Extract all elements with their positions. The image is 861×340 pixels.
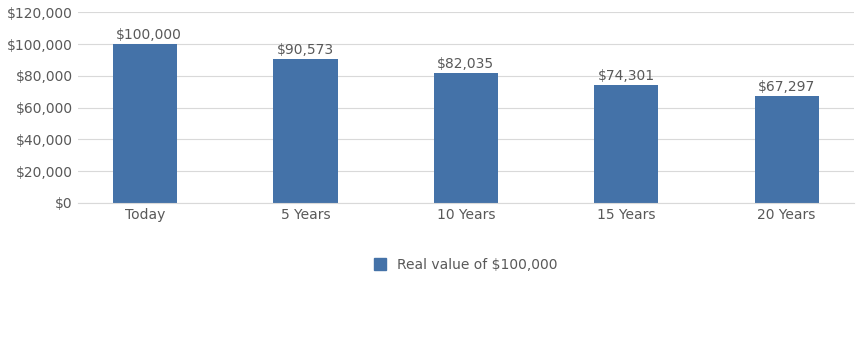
- Bar: [113, 44, 177, 203]
- Bar: [274, 59, 338, 203]
- Text: $90,573: $90,573: [276, 43, 334, 57]
- Text: $67,297: $67,297: [758, 80, 815, 94]
- Bar: [754, 96, 819, 203]
- Text: $82,035: $82,035: [437, 57, 494, 71]
- Text: $100,000: $100,000: [116, 28, 182, 42]
- Text: $74,301: $74,301: [598, 69, 654, 83]
- Bar: [434, 73, 498, 203]
- Legend: Real value of $100,000: Real value of $100,000: [369, 254, 562, 276]
- Bar: [594, 85, 659, 203]
